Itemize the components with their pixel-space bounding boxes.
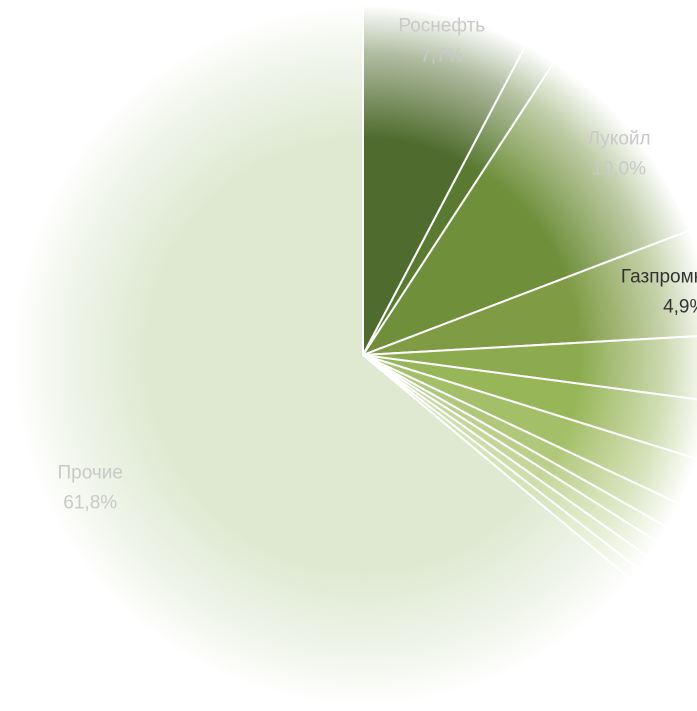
pie-slice-slice-5 <box>362 335 697 401</box>
slice-label-лукойл: Лукойл <box>588 128 651 149</box>
pie-slice-газпромнефть <box>362 228 697 356</box>
slice-value-прочие: 61,8% <box>63 492 117 513</box>
pie-slice-прочие <box>12 3 633 706</box>
slice-label-газпромнефть: Газпромнефть <box>621 266 697 287</box>
slice-value-газпромнефть: 4,9% <box>663 296 697 317</box>
pie-labels: Роснефть 7,7% Лукойл 10,0% Газпромнефть 4,9% П… <box>58 16 697 514</box>
pie-slice-slice-6 <box>362 354 697 460</box>
slice-value-роснефть: 7,7% <box>420 46 463 67</box>
pie-slice-лукойл <box>360 60 692 358</box>
slice-value-лукойл: 10,0% <box>592 158 646 179</box>
pie-slices <box>12 3 697 706</box>
slice-label-роснефть: Роснефть <box>398 16 485 37</box>
pie-slice-роснефть <box>362 3 528 356</box>
slice-label-прочие: Прочие <box>58 462 123 483</box>
